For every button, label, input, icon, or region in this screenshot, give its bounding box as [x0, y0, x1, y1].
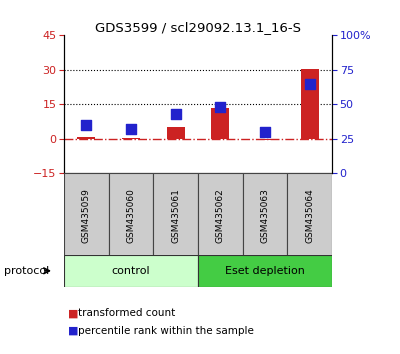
Point: [262, 129, 268, 135]
Text: GSM435059: GSM435059: [82, 188, 91, 244]
Bar: [198, 255, 332, 287]
Bar: [109, 173, 153, 258]
Point: [128, 126, 134, 132]
Title: GDS3599 / scl29092.13.1_16-S: GDS3599 / scl29092.13.1_16-S: [95, 21, 301, 34]
Bar: [256, 139, 274, 140]
Bar: [198, 173, 243, 258]
Bar: [287, 173, 332, 258]
Text: GSM435063: GSM435063: [260, 188, 270, 244]
Bar: [64, 255, 198, 287]
Text: GSM435061: GSM435061: [171, 188, 180, 244]
Text: GSM435064: GSM435064: [305, 189, 314, 243]
Bar: [167, 127, 185, 139]
Point: [306, 81, 313, 87]
Text: ■: ■: [68, 326, 78, 336]
Text: protocol: protocol: [4, 266, 49, 276]
Text: ■: ■: [68, 308, 78, 318]
Point: [172, 111, 179, 117]
Bar: [77, 137, 95, 139]
Point: [217, 104, 224, 110]
Text: GSM435060: GSM435060: [126, 188, 136, 244]
Text: percentile rank within the sample: percentile rank within the sample: [78, 326, 254, 336]
Bar: [64, 173, 109, 258]
Point: [83, 122, 90, 128]
Text: transformed count: transformed count: [78, 308, 175, 318]
Text: control: control: [112, 266, 150, 276]
Bar: [301, 69, 318, 139]
Bar: [211, 108, 229, 139]
Text: GSM435062: GSM435062: [216, 189, 225, 243]
Text: Eset depletion: Eset depletion: [225, 266, 305, 276]
Bar: [153, 173, 198, 258]
Bar: [243, 173, 287, 258]
Bar: [122, 138, 140, 139]
